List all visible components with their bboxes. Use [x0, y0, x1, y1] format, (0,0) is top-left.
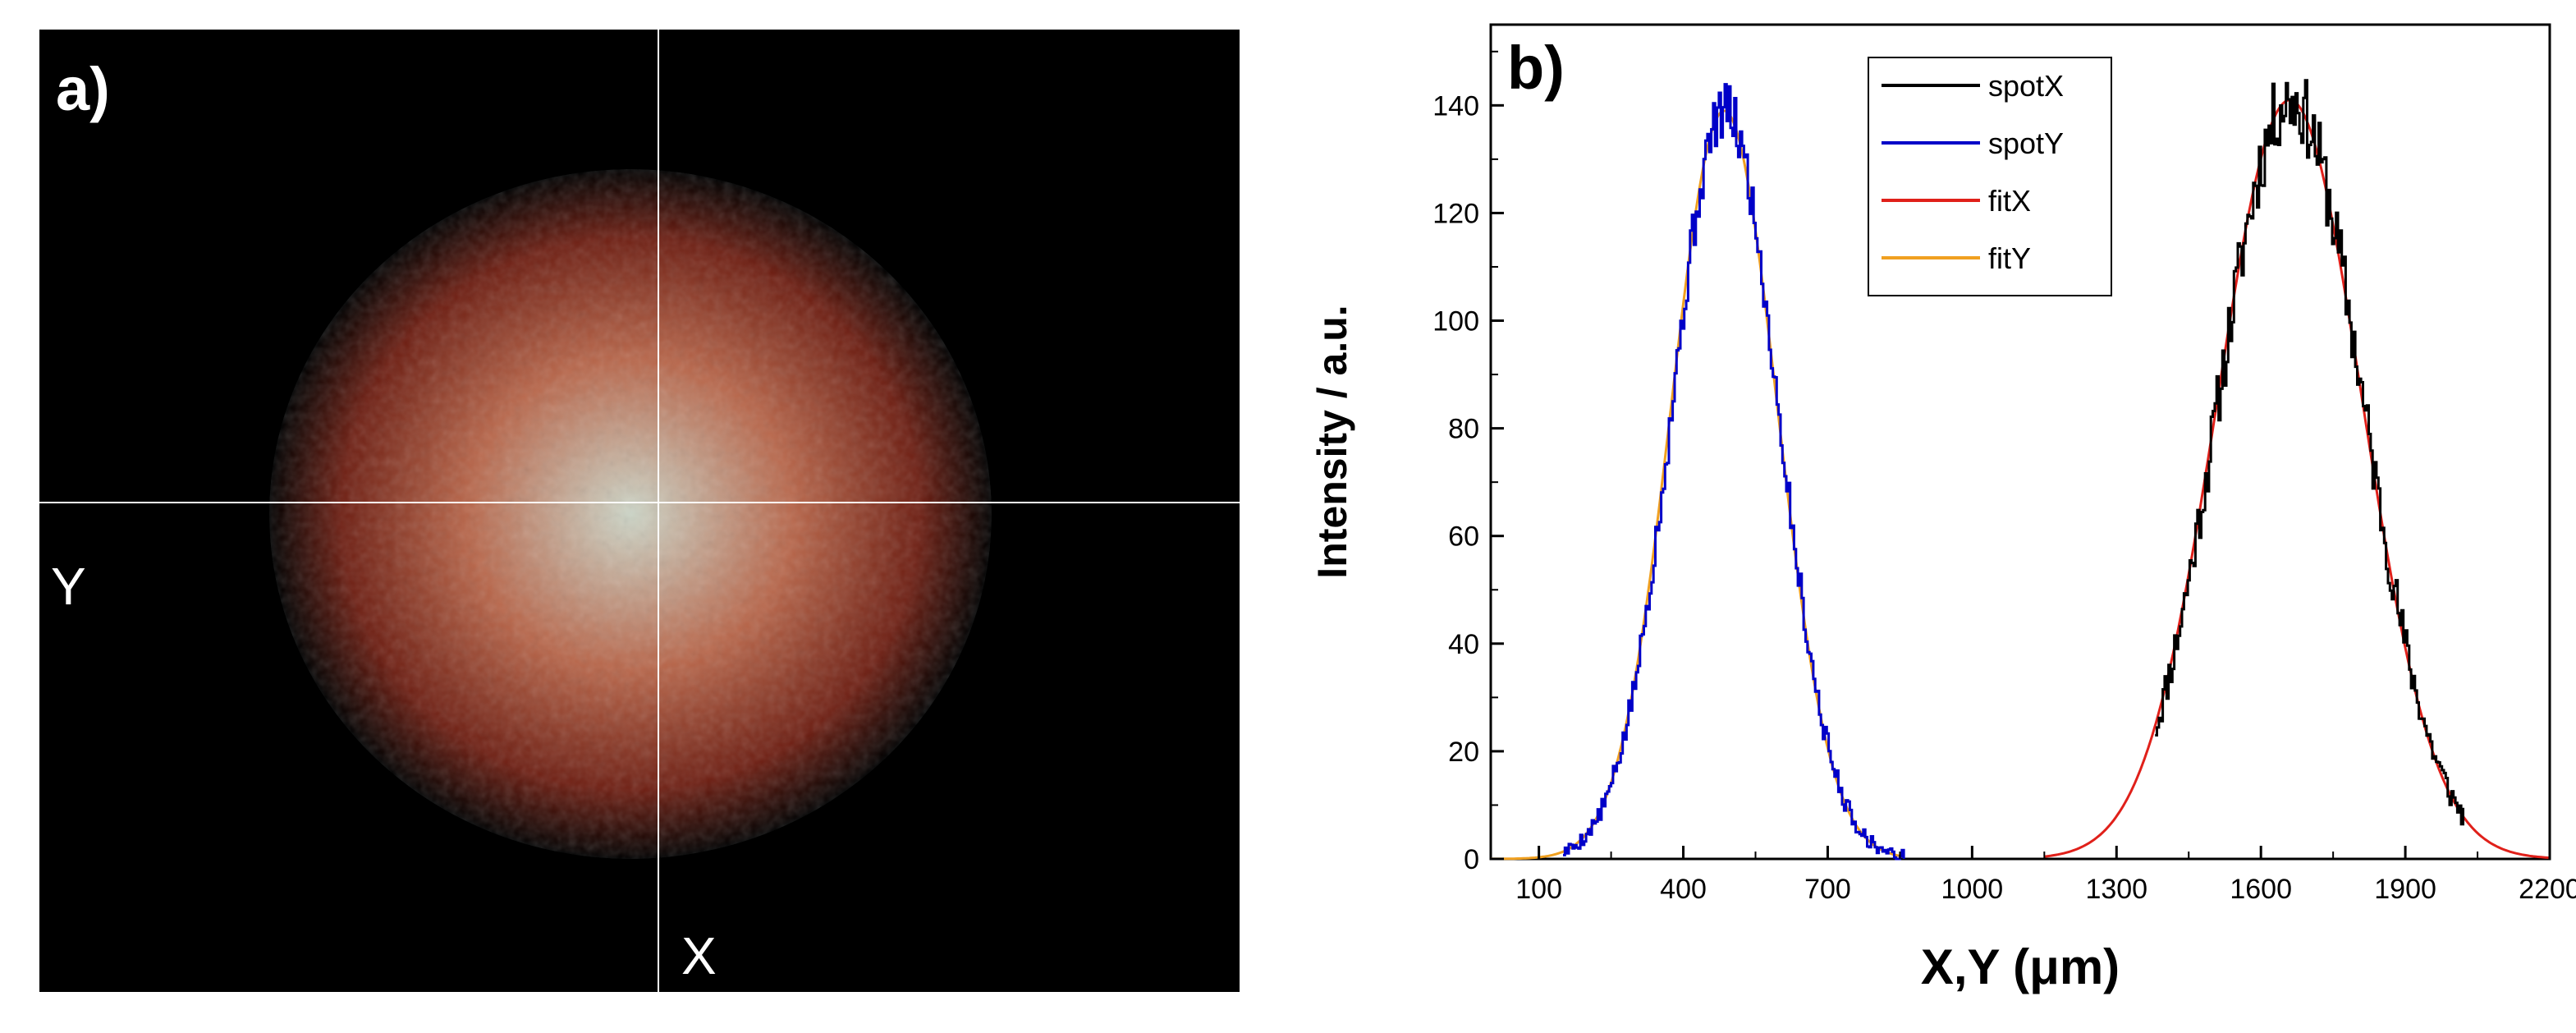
series-fitx-line: [2044, 99, 2549, 859]
x-tick-label: 1000: [1941, 874, 2004, 905]
panel-b-label: b): [1507, 34, 1565, 102]
plot-frame: [1489, 23, 2551, 861]
intensity-profile-chart: 100 400 700 1000 1300 1600 1900 2200 0 20 40 60 80 10…: [1297, 0, 2576, 1029]
y-tick-label: 20: [1448, 737, 1479, 768]
legend-box: [1868, 57, 2112, 296]
x-tick-label: 1300: [2085, 874, 2147, 905]
series-layer: [1491, 79, 2549, 861]
panel-a-label: a): [56, 55, 110, 123]
axis-ticks: 100 400 700 1000 1300 1600 1900 2200 0 20 40 60 80 10…: [1432, 50, 2576, 905]
legend-label-fity: fitY: [1988, 241, 2031, 275]
series-fity-line: [1491, 109, 1905, 861]
y-axis-title: Intensity / a.u.: [1309, 305, 1355, 578]
legend: spotX spotY fitX fitY: [1868, 57, 2112, 296]
y-tick-label: 140: [1432, 90, 1479, 122]
x-tick-label: 400: [1660, 874, 1707, 905]
legend-label-spoty: spotY: [1988, 126, 2064, 160]
beam-spot-image: a) Y X: [39, 30, 1240, 992]
x-tick-label: 1600: [2230, 874, 2292, 905]
y-tick-label: 100: [1432, 306, 1479, 337]
series-spotx-line: [2155, 79, 2464, 826]
y-axis-marker: Y: [51, 557, 86, 616]
legend-label-spotx: spotX: [1988, 69, 2064, 103]
x-axis-marker: X: [681, 926, 717, 985]
x-tick-label: 2200: [2519, 874, 2576, 905]
y-tick-label: 60: [1448, 521, 1479, 553]
x-axis-title: X,Y (μm): [1921, 939, 2120, 994]
y-tick-label: 40: [1448, 629, 1479, 660]
x-tick-label: 700: [1804, 874, 1851, 905]
x-tick-label: 1900: [2374, 874, 2436, 905]
series-spoty-line: [1563, 83, 1905, 861]
y-tick-label: 0: [1464, 844, 1479, 875]
x-tick-label: 100: [1515, 874, 1562, 905]
beam-spot-texture: [269, 169, 992, 859]
y-tick-label: 120: [1432, 198, 1479, 229]
y-tick-label: 80: [1448, 414, 1479, 445]
legend-label-fitx: fitX: [1988, 184, 2031, 218]
